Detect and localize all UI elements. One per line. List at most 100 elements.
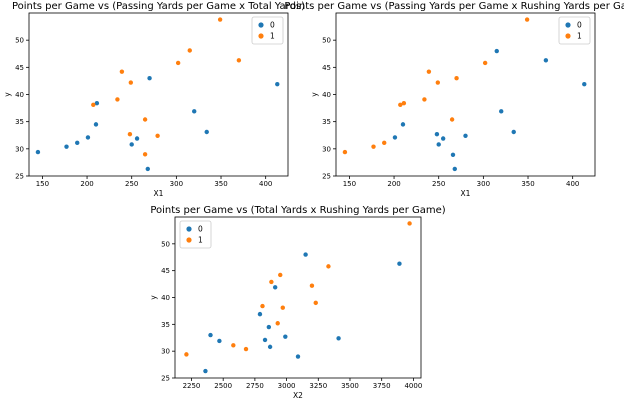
data-point <box>128 80 134 85</box>
data-point <box>313 300 318 306</box>
data-point <box>217 338 222 344</box>
y-axis-label: y <box>149 295 158 300</box>
x-tick-label: 250 <box>432 180 445 188</box>
x-axis-label: X1 <box>154 189 164 198</box>
data-point <box>499 109 504 114</box>
x-tick-label: 3250 <box>309 382 327 390</box>
y-tick-label: 30 <box>322 145 331 153</box>
legend-marker <box>565 22 571 28</box>
x-tick-label: 2500 <box>214 382 232 390</box>
data-point <box>280 305 285 310</box>
data-point <box>64 144 69 149</box>
data-point <box>129 142 134 147</box>
y-tick-label: 25 <box>322 173 331 181</box>
data-point <box>272 285 278 290</box>
y-tick-label: 35 <box>161 321 170 329</box>
x-tick-label: 350 <box>521 180 534 188</box>
chart-2: Points per Game vs (Passing Yards per Ga… <box>284 1 624 198</box>
data-point <box>192 109 197 114</box>
legend-label: 1 <box>577 32 582 41</box>
data-point <box>260 303 265 309</box>
data-point <box>401 100 407 106</box>
y-tick-label: 45 <box>15 64 24 72</box>
y-tick-label: 30 <box>161 348 170 356</box>
data-point <box>155 133 160 138</box>
x-axis-label: X1 <box>461 189 471 198</box>
data-point <box>275 81 280 87</box>
data-point <box>208 332 213 338</box>
data-point <box>203 368 208 374</box>
legend-label: 0 <box>198 225 203 234</box>
legend-marker <box>186 226 192 232</box>
data-point <box>422 97 427 102</box>
y-tick-label: 35 <box>322 118 331 126</box>
legend: 01 <box>558 16 591 45</box>
y-axis-label: y <box>3 92 12 97</box>
x-tick-label: 300 <box>477 180 490 188</box>
legend-label: 0 <box>270 21 275 30</box>
data-point <box>452 166 457 172</box>
legend-marker <box>186 237 192 243</box>
data-point <box>371 144 376 149</box>
chart-3: Points per Game vs (Total Yards x Rushin… <box>149 205 446 400</box>
legend-label: 1 <box>198 236 203 245</box>
legend-box <box>558 16 591 45</box>
data-point <box>184 352 189 357</box>
data-point <box>336 336 341 341</box>
data-point <box>482 60 488 66</box>
data-point <box>257 311 263 317</box>
y-tick-label: 30 <box>15 145 24 153</box>
data-point <box>267 344 273 350</box>
data-point <box>407 221 412 226</box>
y-tick-label: 25 <box>161 375 170 383</box>
series-0 <box>35 76 280 172</box>
data-point <box>134 136 140 141</box>
legend-marker <box>258 33 264 39</box>
data-point <box>326 264 331 269</box>
legend-label: 1 <box>270 32 275 41</box>
series-1 <box>184 221 412 357</box>
x-tick-label: 3000 <box>278 382 296 390</box>
x-axis-label: X2 <box>293 391 303 400</box>
y-axis-label: y <box>310 92 319 97</box>
x-tick-label: 150 <box>36 180 49 188</box>
data-point <box>93 122 99 127</box>
data-point <box>450 152 456 158</box>
data-point <box>91 102 96 108</box>
series-1 <box>91 17 242 157</box>
x-tick-label: 400 <box>259 180 272 188</box>
data-point <box>115 97 120 102</box>
x-tick-label: 350 <box>214 180 227 188</box>
data-point <box>426 69 432 74</box>
data-point <box>543 58 549 63</box>
data-point <box>204 129 209 135</box>
plot-frame <box>335 12 596 177</box>
data-point <box>295 354 301 359</box>
data-point <box>283 334 288 339</box>
chart-title: Points per Game vs (Passing Yards per Ga… <box>12 1 305 12</box>
legend-label: 0 <box>577 21 582 30</box>
data-point <box>435 80 441 85</box>
data-point <box>342 149 348 155</box>
x-tick-label: 300 <box>170 180 183 188</box>
x-tick-label: 200 <box>387 180 400 188</box>
data-point <box>35 149 41 155</box>
y-tick-label: 40 <box>161 294 170 302</box>
data-point <box>142 152 148 157</box>
x-tick-label: 4000 <box>404 382 422 390</box>
data-point <box>262 337 268 343</box>
data-point <box>400 122 406 127</box>
x-tick-label: 2250 <box>183 382 201 390</box>
data-point <box>127 131 133 137</box>
x-tick-label: 3500 <box>341 382 359 390</box>
legend-box <box>179 220 212 249</box>
data-point <box>382 140 387 146</box>
y-tick-label: 40 <box>322 91 331 99</box>
data-point <box>440 136 446 141</box>
y-tick-label: 50 <box>322 37 331 45</box>
y-tick-label: 25 <box>15 173 24 181</box>
data-point <box>217 17 223 22</box>
series-1 <box>342 17 530 155</box>
data-point <box>175 60 181 66</box>
data-point <box>303 252 308 257</box>
